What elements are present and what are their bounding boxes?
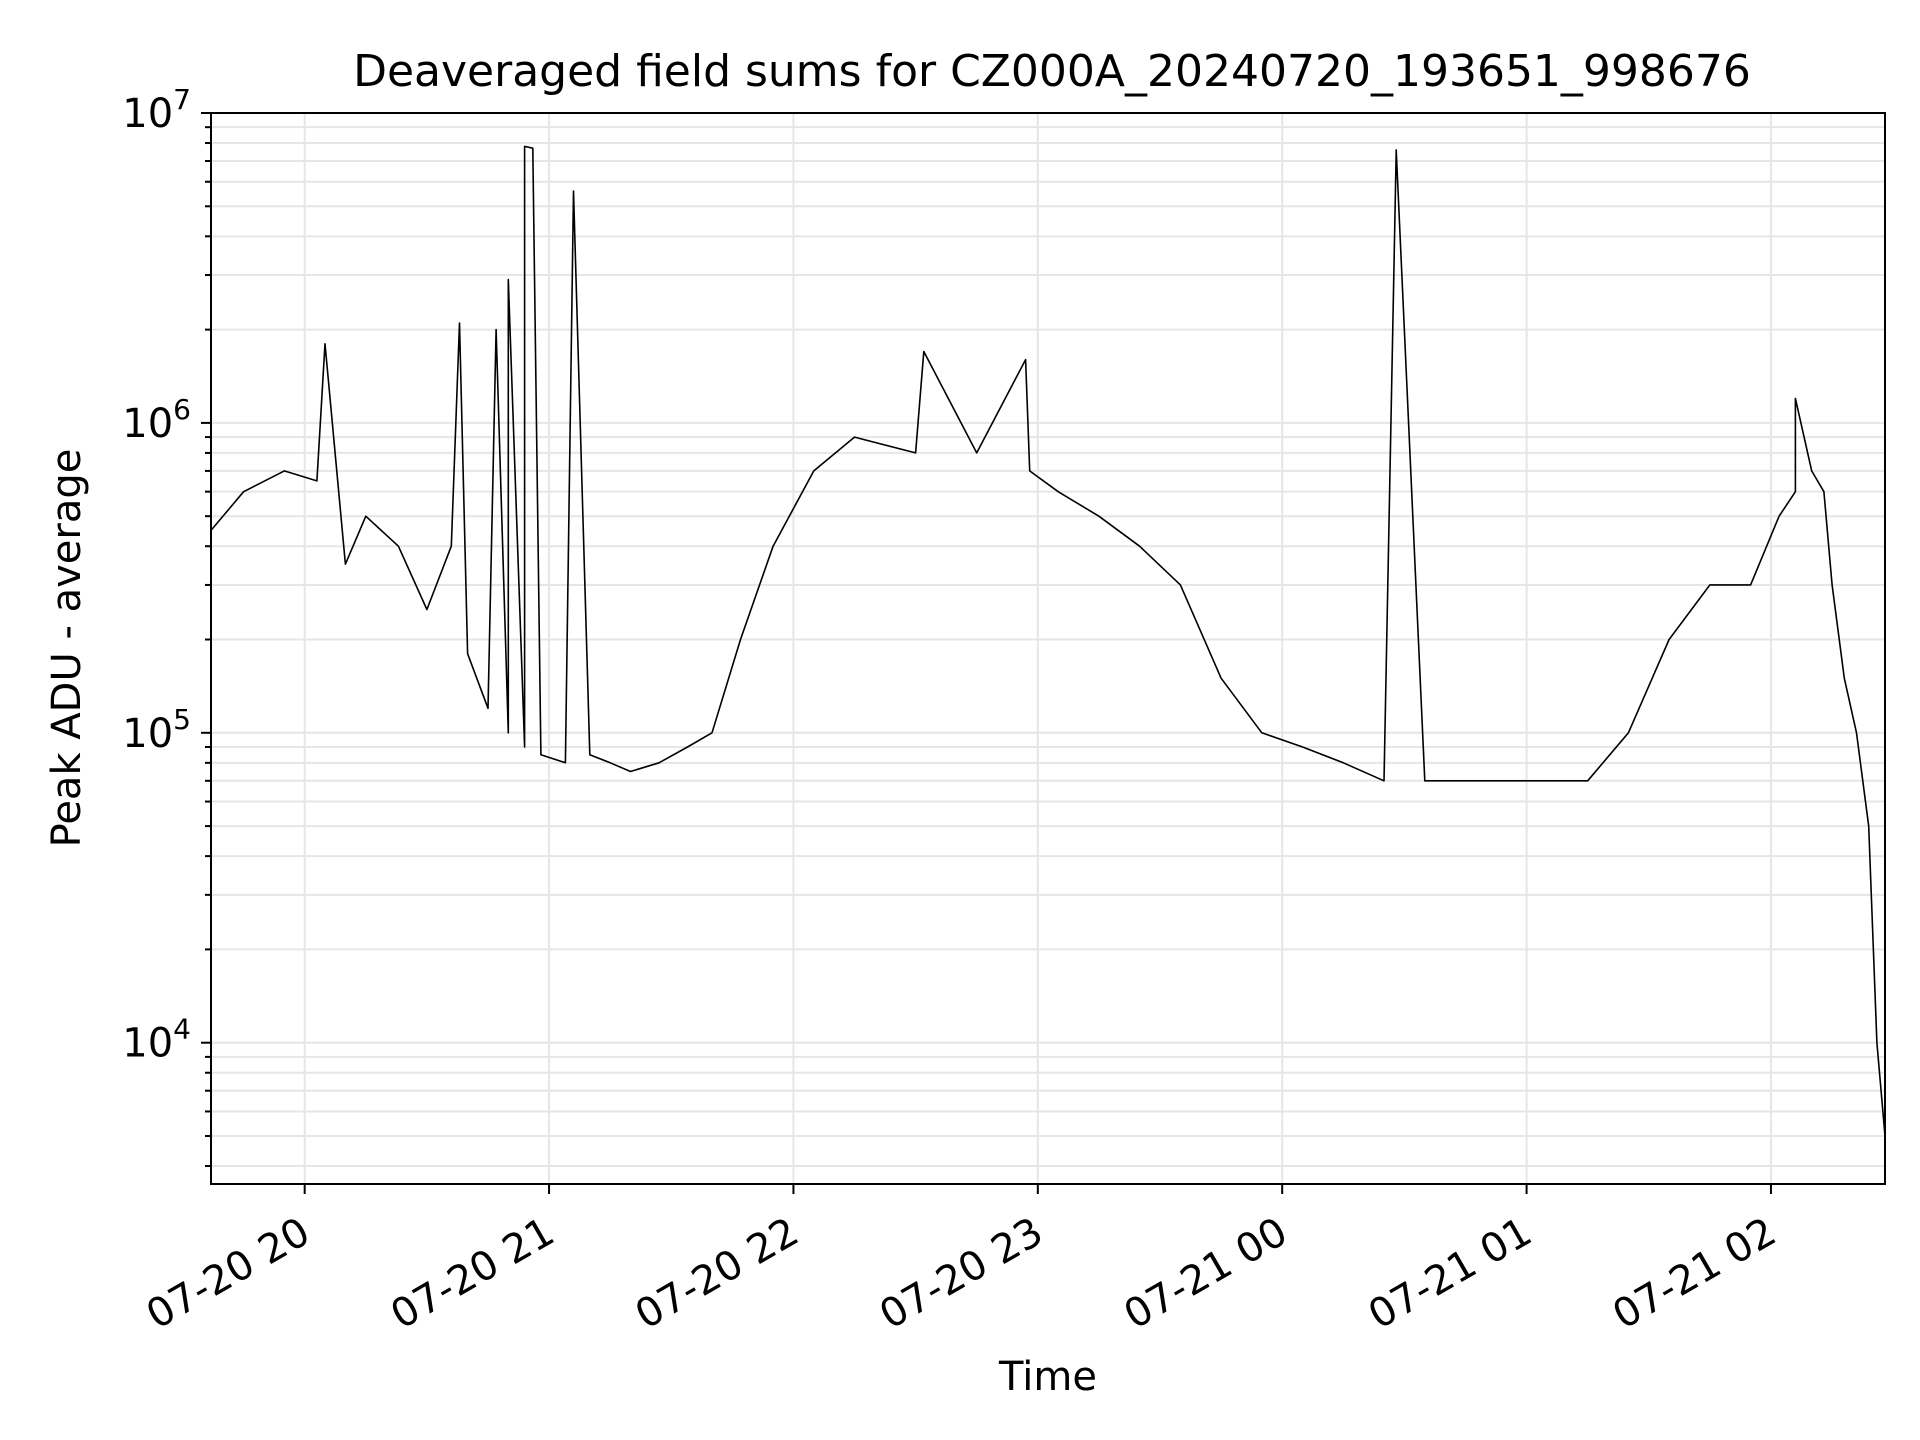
y-tick-label: 107: [122, 83, 191, 137]
y-tick-label: 105: [122, 703, 191, 757]
y-axis-label: Peak ADU - average: [44, 449, 90, 848]
x-axis-label: Time: [998, 1354, 1097, 1400]
y-tick-label: 106: [122, 393, 191, 447]
series-line: [210, 145, 1886, 1137]
plot-frame: [210, 112, 1886, 1185]
y-tick-label: 104: [122, 1013, 191, 1067]
grid-lines: [211, 112, 1885, 1184]
y-axis-ticks: 104 105 106 107: [122, 83, 211, 1168]
chart-title: Deaveraged field sums for CZ000A_2024072…: [353, 46, 1751, 97]
